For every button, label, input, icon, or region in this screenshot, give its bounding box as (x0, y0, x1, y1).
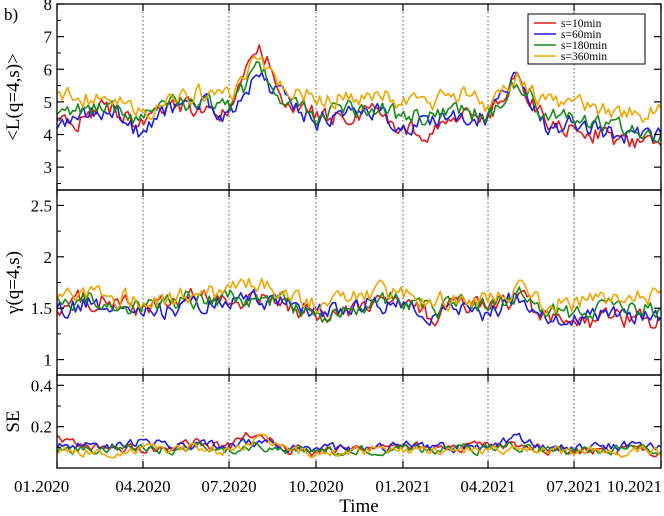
y-axis-title-panel1: <L(q=4,s)> (3, 53, 24, 141)
legend-label-3: s=360min (561, 51, 607, 63)
y-tick-label-panel2-2: 2 (44, 248, 53, 267)
series-line-panel3-s360min (57, 433, 661, 459)
panel-frame-2 (56, 189, 662, 376)
y-axis-title-panel2: γ(q=4,s) (3, 251, 24, 315)
x-tick-label-7: 10.2021 (607, 477, 662, 496)
y-tick-label-panel3-0: 0.2 (31, 418, 52, 437)
panel-frames (56, 3, 662, 469)
series-line-panel1-s360min (57, 55, 661, 124)
y-tick-label-panel3-1: 0.4 (31, 376, 53, 395)
axis-ticks (56, 3, 662, 468)
x-tick-label-1: 04.2020 (115, 477, 170, 496)
x-axis-title: Time (339, 496, 378, 516)
y-tick-label-panel1-5: 8 (44, 0, 53, 14)
vertical-reference-lines (142, 4, 575, 468)
y-tick-label-panel2-1: 1.5 (31, 299, 52, 318)
y-tick-label-panel1-3: 6 (44, 60, 53, 79)
x-tick-label-2: 07.2020 (201, 477, 256, 496)
series-lines (57, 44, 661, 459)
legend-label-1: s=60min (561, 29, 602, 41)
y-tick-label-panel2-3: 2.5 (31, 196, 52, 215)
legend-label-2: s=180min (561, 40, 607, 52)
y-tick-label-panel1-4: 7 (44, 28, 53, 47)
panel-label: b) (4, 5, 18, 24)
x-tick-label-4: 01.2021 (375, 477, 430, 496)
x-tick-label-3: 10.2020 (288, 477, 343, 496)
legend-label-0: s=10min (561, 18, 602, 30)
x-tick-label-5: 04.2021 (460, 477, 515, 496)
y-tick-label-panel1-2: 5 (44, 93, 53, 112)
y-tick-label-panel2-0: 1 (44, 351, 53, 370)
axis-labels: 3 4 5 6 7 8 <L(q=4,s)> 1 1.5 2 2.5 γ(q=4,s) 0.2 0.4 SE… (3, 0, 662, 516)
y-axis-title-panel3: SE (3, 410, 24, 432)
series-line-panel2-s180min (57, 286, 661, 323)
series-line-panel1-s180min (57, 60, 661, 143)
series-line-panel2-s360min (57, 277, 661, 316)
panel-frame-3 (56, 374, 662, 469)
x-tick-label-0: 01.2020 (14, 477, 69, 496)
y-tick-label-panel1-1: 4 (44, 126, 53, 145)
x-tick-label-6: 07.2021 (546, 477, 601, 496)
y-tick-label-panel1-0: 3 (44, 158, 53, 177)
